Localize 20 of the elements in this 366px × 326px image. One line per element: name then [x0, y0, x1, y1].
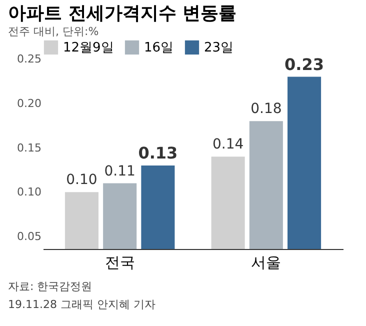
y-tick-label: 0.15 — [17, 141, 42, 154]
x-tick-label: 전국 — [104, 254, 135, 272]
legend-label: 12월9일 — [63, 40, 114, 56]
y-tick-label: 0.10 — [17, 186, 42, 199]
data-label: 0.10 — [66, 172, 98, 188]
text: 19.11.28 그래픽 안지혜 기자 — [8, 298, 156, 311]
legend-label: 16일 — [144, 40, 174, 56]
x-tick-label: 서울 — [251, 254, 282, 272]
y-tick-label: 0.05 — [17, 230, 42, 244]
data-label: 0.14 — [212, 136, 244, 153]
text: 자료: 한국감정원 — [8, 280, 92, 293]
chart-subtitle: 전주 대비, 단위:% — [8, 25, 99, 38]
data-label: 0.11 — [104, 163, 136, 180]
data-label: 0.18 — [250, 101, 282, 118]
y-tick-label: 0.25 — [17, 52, 42, 66]
chart-title: 아파트 전세가격지수 변동률 — [8, 3, 237, 24]
legend-label: 23일 — [204, 40, 234, 56]
y-tick-label: 0.20 — [17, 96, 42, 110]
data-label: 0.13 — [138, 144, 178, 163]
data-label: 0.23 — [284, 54, 324, 74]
